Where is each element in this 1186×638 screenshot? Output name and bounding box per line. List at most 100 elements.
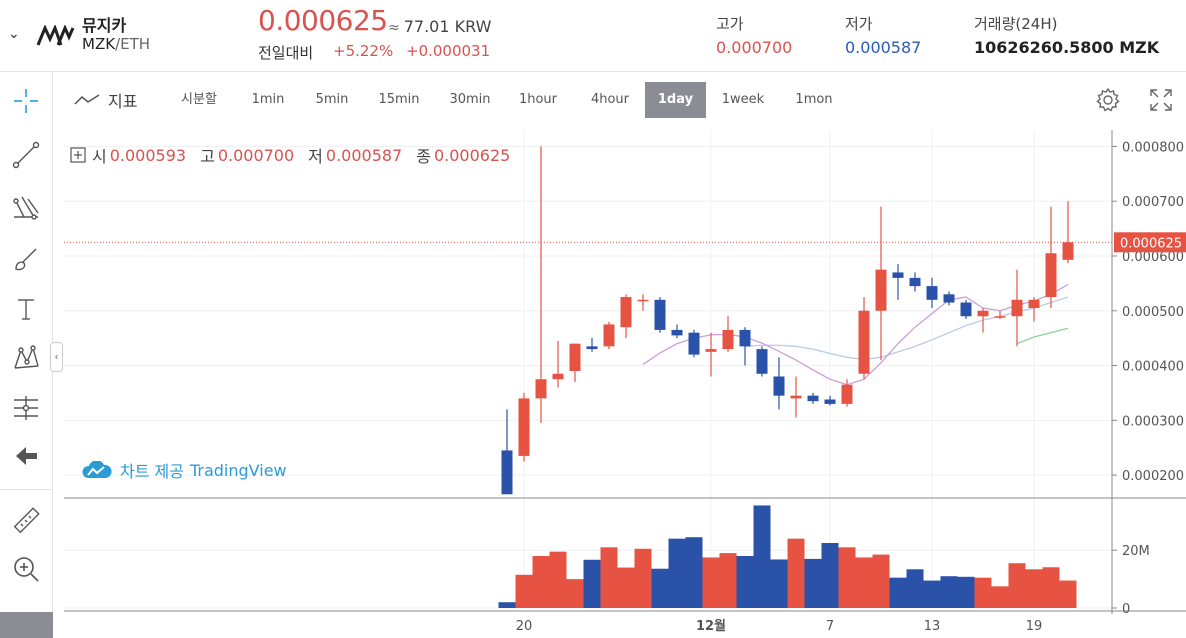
candle-body [535, 379, 547, 399]
collapse-toolbar-button[interactable]: ‹ [50, 342, 63, 372]
volume-bar [634, 548, 652, 608]
volume-bar [940, 576, 958, 608]
prediction-icon[interactable] [6, 388, 46, 428]
candle-body [637, 299, 649, 302]
price-tick-label: 0.000700 [1122, 195, 1184, 210]
zoom-icon[interactable] [6, 549, 46, 589]
trend-line-icon[interactable] [6, 135, 46, 175]
text-icon[interactable] [6, 289, 46, 329]
indicators-button[interactable]: 지표 [74, 88, 137, 112]
volume-bar [532, 556, 550, 608]
low-value: 0.000587 [325, 145, 403, 165]
candle-body [807, 395, 819, 402]
gear-icon[interactable] [1094, 86, 1122, 114]
candle-body [705, 349, 717, 352]
toolbar-footer [0, 612, 53, 638]
interval-1week[interactable]: 1week [721, 92, 765, 107]
back-arrow-icon[interactable] [6, 436, 46, 476]
open-value: 0.000593 [109, 145, 187, 165]
brush-icon[interactable] [6, 239, 46, 279]
high-value: 0.000700 [217, 145, 295, 165]
volume-bar [498, 602, 516, 608]
interval-시분할[interactable]: 시분할 [181, 92, 217, 107]
volume-value: 10626260.5800 MZK [974, 38, 1160, 57]
interval-1hour[interactable]: 1hour [518, 92, 558, 107]
coin-pair: MZK/ETH [82, 35, 150, 53]
time-tick-label: 7 [826, 619, 834, 634]
candle-body [977, 310, 989, 317]
chevron-down-icon[interactable]: ⌄ [8, 26, 20, 42]
interval-1mon[interactable]: 1mon [795, 92, 833, 107]
close-value: 0.000625 [433, 145, 511, 165]
interval-toolbar: 지표 시분할 1min 5min 15min 30min 1hour 4hour 1day 1w… [64, 80, 1184, 120]
volume-bar [736, 556, 754, 608]
fib-icon[interactable] [6, 187, 46, 227]
volume-bar [719, 553, 737, 608]
pattern-icon[interactable] [6, 338, 46, 378]
volume-bar [685, 537, 703, 608]
approx-sign: ≈ [388, 20, 400, 36]
candle-body [688, 332, 700, 355]
price-tick-label: 0.000800 [1122, 140, 1184, 155]
candle-body [858, 310, 870, 374]
interval-1day[interactable]: 1day [645, 82, 706, 118]
current-price: 0.000625 [258, 4, 388, 37]
krw-value: 77.01 KRW [403, 17, 492, 36]
ohlc-legend: 시 0.000593 고 0.000700 저 0.000587 종 0.000625 [70, 143, 510, 167]
volume-bar [1008, 563, 1026, 608]
pair-quote: /ETH [115, 35, 151, 53]
volume-bar [821, 543, 839, 608]
candle-body [620, 297, 632, 328]
volume-bar [600, 547, 618, 608]
volume-bar [889, 577, 907, 608]
candle-body [943, 294, 955, 303]
candle-body [603, 324, 615, 347]
toolbar-divider [0, 489, 53, 490]
candle-body [1011, 299, 1023, 317]
volume-label: 거래량(24H) [974, 15, 1058, 33]
drawing-toolbar [0, 73, 53, 638]
time-tick-label: 12월 [696, 618, 726, 634]
candle-body [1028, 299, 1040, 309]
volume-bar [753, 505, 771, 608]
high-label: 고 [200, 147, 215, 166]
volume-bar [957, 576, 975, 608]
ruler-icon[interactable] [6, 501, 46, 541]
candle-body [756, 349, 768, 374]
expand-legend-icon[interactable] [70, 147, 86, 163]
price-tick-label: 0.000600 [1122, 250, 1184, 265]
close-label: 종 [416, 147, 431, 166]
candle-body [1045, 253, 1057, 298]
candle-body [501, 450, 513, 495]
volume-bar [1042, 567, 1060, 608]
candle-body [994, 316, 1006, 318]
volume-bar [702, 557, 720, 608]
crosshair-icon[interactable] [6, 81, 46, 121]
candle-body [1062, 242, 1074, 260]
coin-name: 뮤지카 [82, 16, 127, 35]
interval-1min[interactable]: 1min [251, 92, 285, 107]
volume-bar [804, 558, 822, 608]
indicators-label: 지표 [108, 92, 138, 111]
tradingview-attribution[interactable]: 차트 제공 TradingView [82, 458, 287, 482]
musica-logo [36, 25, 75, 46]
volume-bar [583, 559, 601, 608]
ma-slow-line [1016, 327, 1069, 345]
candle-body [654, 299, 666, 330]
volume-bar [549, 551, 567, 608]
candle-body [773, 376, 785, 396]
volume-bar [668, 538, 686, 608]
volume-tick-label: 0 [1122, 602, 1130, 617]
volume-bar [872, 554, 890, 608]
fullscreen-icon[interactable] [1147, 86, 1175, 114]
volume-bar [974, 577, 992, 608]
volume-bar [855, 557, 873, 608]
interval-30min[interactable]: 30min [449, 92, 491, 107]
interval-5min[interactable]: 5min [315, 92, 349, 107]
candle-body [875, 269, 887, 311]
interval-15min[interactable]: 15min [378, 92, 420, 107]
time-tick-label: 20 [516, 619, 533, 634]
interval-4hour[interactable]: 4hour [590, 92, 630, 107]
